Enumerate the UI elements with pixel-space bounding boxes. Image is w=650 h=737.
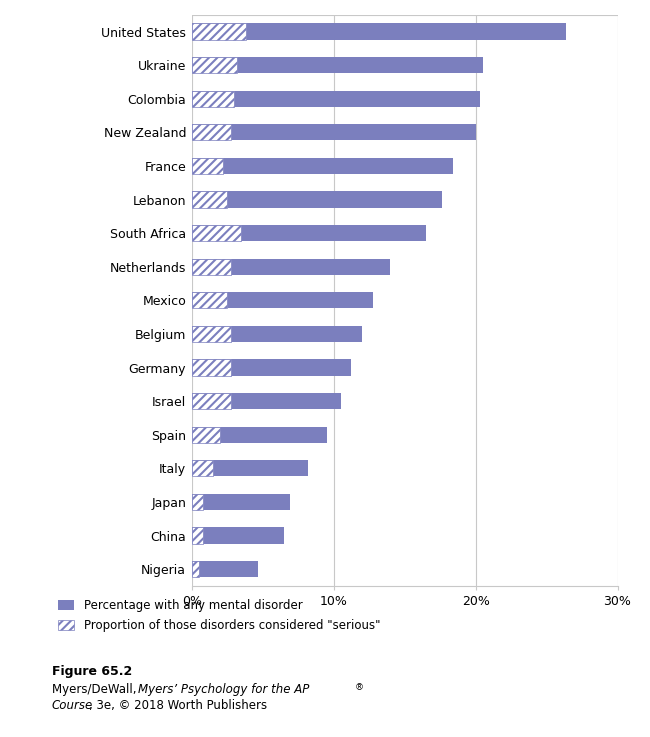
Bar (192, 427, 326, 443)
Bar (192, 393, 341, 409)
Bar (192, 158, 223, 174)
Bar (192, 57, 237, 73)
Bar (192, 24, 566, 40)
Bar (192, 158, 453, 174)
Bar (192, 528, 203, 544)
Text: Myers’ Psychology for the AP: Myers’ Psychology for the AP (138, 683, 309, 696)
Bar (192, 460, 213, 476)
Bar (192, 259, 231, 275)
Bar (192, 561, 199, 577)
Bar (192, 225, 426, 241)
Bar (192, 427, 220, 443)
Bar (192, 125, 231, 141)
Bar (192, 24, 246, 40)
Bar (192, 393, 231, 409)
Bar (192, 293, 373, 308)
Bar (192, 57, 483, 73)
Bar (192, 192, 441, 208)
Bar (192, 326, 362, 342)
Bar (192, 192, 228, 208)
Bar (192, 360, 231, 376)
Bar (192, 494, 203, 510)
Bar (192, 125, 476, 141)
Bar (192, 293, 228, 308)
Bar (192, 225, 241, 241)
Bar (192, 460, 308, 476)
Text: Course: Course (52, 699, 93, 712)
Bar (192, 91, 234, 107)
Bar (192, 494, 290, 510)
Bar (192, 360, 351, 376)
Legend: Percentage with any mental disorder, Proportion of those disorders considered "s: Percentage with any mental disorder, Pro… (58, 599, 380, 632)
Text: Figure 65.2: Figure 65.2 (52, 665, 132, 678)
Bar (192, 326, 231, 342)
Bar (192, 561, 259, 577)
Bar (192, 259, 391, 275)
Bar (192, 91, 480, 107)
Text: , 3e, © 2018 Worth Publishers: , 3e, © 2018 Worth Publishers (89, 699, 267, 712)
Text: Myers/DeWall,: Myers/DeWall, (52, 683, 140, 696)
Text: ®: ® (355, 683, 364, 692)
Bar (192, 528, 284, 544)
